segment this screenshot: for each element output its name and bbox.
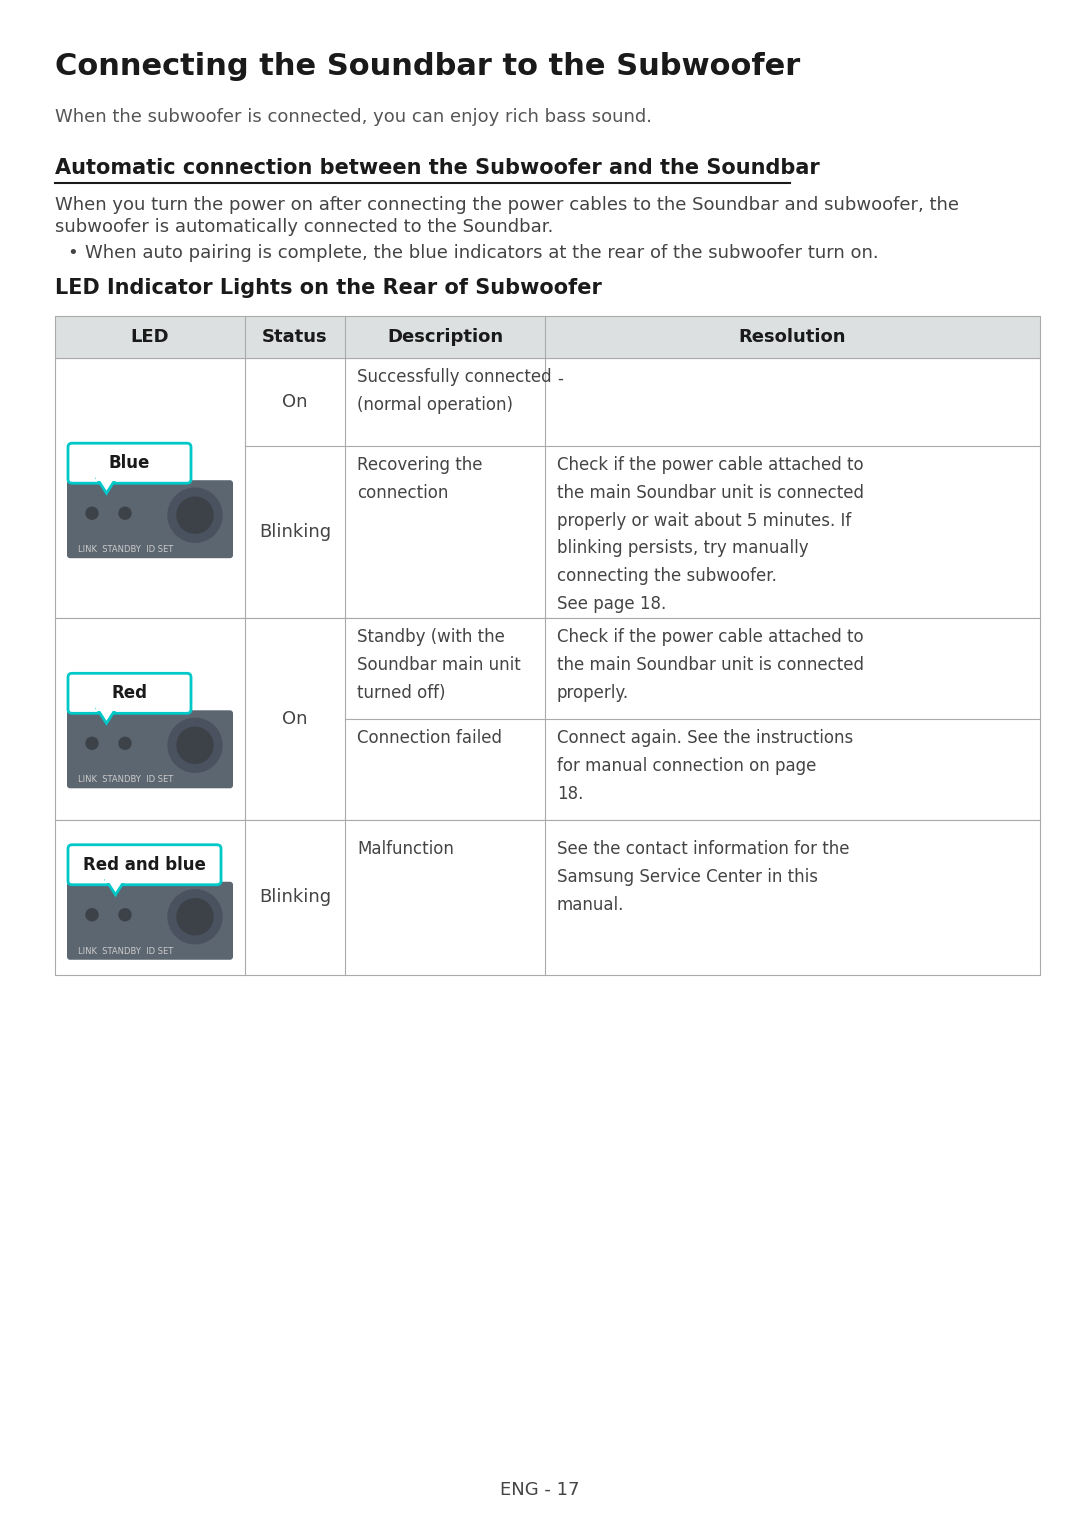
- Text: Status: Status: [262, 328, 328, 346]
- Text: On: On: [282, 394, 308, 411]
- Bar: [55, 820, 1040, 974]
- Text: Successfully connected
(normal operation): Successfully connected (normal operation…: [357, 368, 552, 414]
- Text: Blue: Blue: [109, 453, 150, 472]
- FancyBboxPatch shape: [68, 844, 221, 885]
- Circle shape: [119, 908, 131, 921]
- Circle shape: [168, 890, 222, 944]
- Text: LED Indicator Lights on the Rear of Subwoofer: LED Indicator Lights on the Rear of Subw…: [55, 277, 602, 299]
- Circle shape: [86, 507, 98, 519]
- Text: •: •: [67, 244, 78, 262]
- Circle shape: [168, 719, 222, 772]
- Text: Connecting the Soundbar to the Subwoofer: Connecting the Soundbar to the Subwoofer: [55, 52, 800, 81]
- Text: LED: LED: [131, 328, 170, 346]
- Circle shape: [168, 489, 222, 542]
- Text: LINK  STANDBY  ID SET: LINK STANDBY ID SET: [78, 545, 173, 555]
- Text: On: On: [282, 709, 308, 728]
- Text: Blinking: Blinking: [259, 889, 332, 907]
- Circle shape: [177, 498, 213, 533]
- Text: LINK  STANDBY  ID SET: LINK STANDBY ID SET: [78, 947, 173, 956]
- Text: Check if the power cable attached to
the main Soundbar unit is connected
properl: Check if the power cable attached to the…: [557, 628, 864, 702]
- Text: Standby (with the
Soundbar main unit
turned off): Standby (with the Soundbar main unit tur…: [357, 628, 521, 702]
- Text: Check if the power cable attached to
the main Soundbar unit is connected
properl: Check if the power cable attached to the…: [557, 457, 864, 613]
- Text: ENG - 17: ENG - 17: [500, 1481, 580, 1498]
- Text: Description: Description: [387, 328, 503, 346]
- Text: Red and blue: Red and blue: [83, 856, 206, 873]
- Text: -: -: [557, 371, 563, 388]
- Polygon shape: [97, 709, 116, 723]
- Text: Malfunction: Malfunction: [357, 840, 454, 858]
- Text: Connection failed: Connection failed: [357, 729, 502, 748]
- Bar: [55, 617, 1040, 820]
- Text: Recovering the
connection: Recovering the connection: [357, 457, 483, 502]
- FancyBboxPatch shape: [67, 480, 233, 558]
- FancyBboxPatch shape: [67, 882, 233, 959]
- Text: LINK  STANDBY  ID SET: LINK STANDBY ID SET: [78, 775, 173, 784]
- Text: Red: Red: [111, 685, 148, 702]
- Text: When you turn the power on after connecting the power cables to the Soundbar and: When you turn the power on after connect…: [55, 196, 959, 214]
- FancyBboxPatch shape: [68, 443, 191, 483]
- Circle shape: [119, 507, 131, 519]
- FancyBboxPatch shape: [67, 711, 233, 789]
- Bar: [55, 316, 1040, 358]
- Text: Blinking: Blinking: [259, 522, 332, 541]
- Text: Automatic connection between the Subwoofer and the Soundbar: Automatic connection between the Subwoof…: [55, 158, 820, 178]
- Text: Resolution: Resolution: [739, 328, 847, 346]
- Polygon shape: [97, 480, 116, 493]
- FancyBboxPatch shape: [68, 673, 191, 714]
- Polygon shape: [107, 881, 124, 895]
- Text: When auto pairing is complete, the blue indicators at the rear of the subwoofer : When auto pairing is complete, the blue …: [85, 244, 879, 262]
- Bar: [55, 358, 1040, 617]
- Text: Connect again. See the instructions
for manual connection on page
18.: Connect again. See the instructions for …: [557, 729, 853, 803]
- Text: See the contact information for the
Samsung Service Center in this
manual.: See the contact information for the Sams…: [557, 840, 850, 913]
- Circle shape: [86, 737, 98, 749]
- Circle shape: [119, 737, 131, 749]
- Text: subwoofer is automatically connected to the Soundbar.: subwoofer is automatically connected to …: [55, 218, 553, 236]
- Circle shape: [86, 908, 98, 921]
- Text: When the subwoofer is connected, you can enjoy rich bass sound.: When the subwoofer is connected, you can…: [55, 107, 652, 126]
- Circle shape: [177, 899, 213, 935]
- Circle shape: [177, 728, 213, 763]
